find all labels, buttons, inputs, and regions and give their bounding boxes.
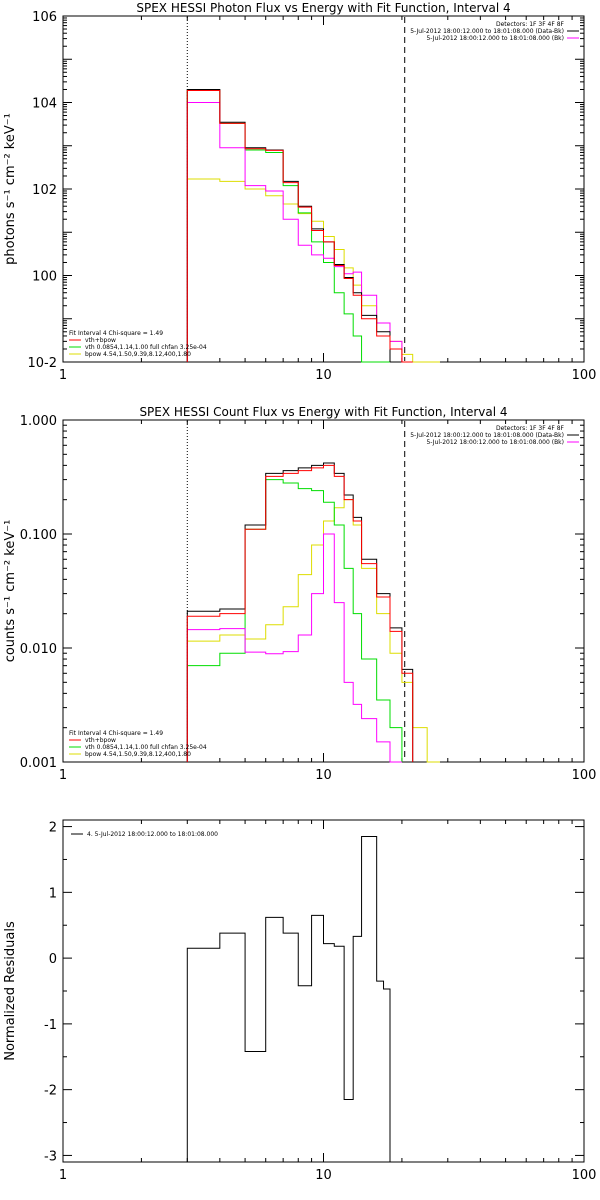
- chart-panel-3: Normalized Residuals 1 10 100 -3 -2 -1 0 1 2 4. 5-…: [3, 819, 597, 1183]
- y-axis-label: Normalized Residuals: [3, 921, 18, 1061]
- info-line: 5-Jul-2012 18:00:12.000 to 18:01:08.000 …: [426, 439, 564, 446]
- x-tick-label: 1: [59, 368, 67, 383]
- x-tick-label: 10: [315, 1168, 332, 1183]
- legend-entry-vth: vth 0.0854,1.14,1.00 full chfan 3.25e-04: [85, 744, 207, 751]
- series-vth-line: [186, 89, 390, 363]
- y-tick-label: 104: [32, 97, 57, 112]
- x-tick-label: 10: [315, 768, 332, 783]
- y-tick-label: -2: [44, 1084, 57, 1099]
- x-tick-label: 10: [315, 368, 332, 383]
- chart-title: SPEX HESSI Count Flux vs Energy with Fit…: [139, 405, 507, 419]
- series-vth-line: [186, 479, 403, 762]
- legend-header: Fit Interval 4 Chi-square = 1.49: [69, 330, 163, 337]
- y-tick-label: 10-2: [27, 356, 57, 371]
- legend-entry-sum: vth+bpow: [85, 337, 116, 344]
- y-tick-label: 2: [49, 821, 57, 836]
- y-tick-label: 0.010: [20, 642, 57, 657]
- legend-entry-vth: vth 0.0854,1.14,1.00 full chfan 3.25e-04: [85, 344, 207, 351]
- info-line: 5-Jul-2012 18:00:12.000 to 18:01:08.000 …: [426, 35, 564, 42]
- legend-label: 4. 5-Jul-2012 18:00:12.000 to 18:01:08.0…: [87, 831, 218, 838]
- series-sum-line: [186, 464, 414, 762]
- chart-title: SPEX HESSI Photon Flux vs Energy with Fi…: [136, 1, 510, 15]
- plot-frame: [62, 819, 585, 1163]
- info-line: Detectors: 1F 3F 4F 8F: [496, 21, 565, 28]
- series-bpow-line: [186, 178, 440, 363]
- x-tick-label: 1: [59, 1168, 67, 1183]
- y-tick-label: 1: [49, 886, 57, 901]
- x-tick-label: 100: [572, 368, 597, 383]
- legend-entry-sum: vth+bpow: [85, 737, 116, 744]
- plot-frame: [62, 15, 585, 363]
- chart-panel-1: SPEX HESSI Photon Flux vs Energy with Fi…: [3, 1, 596, 383]
- y-axis-label: photons s⁻¹ cm⁻² keV⁻¹: [3, 113, 18, 265]
- y-tick-label: 0: [49, 952, 57, 967]
- y-tick-label: 0.100: [20, 528, 57, 543]
- series-data-line: [186, 88, 391, 362]
- y-tick-label: -1: [44, 1018, 57, 1033]
- y-tick-label: -3: [44, 1149, 57, 1164]
- series-data-line: [186, 462, 414, 762]
- series-sum-line: [186, 89, 413, 363]
- series-residuals-line: [186, 835, 391, 1162]
- chart-panel-2: SPEX HESSI Count Flux vs Energy with Fit…: [3, 405, 596, 783]
- info-line: Detectors: 1F 3F 4F 8F: [496, 425, 565, 432]
- series-bk-line: [186, 533, 402, 763]
- x-tick-label: 1: [59, 768, 67, 783]
- legend-entry-bpow: bpow 4.54,1.50,9.39,8.12,400,1.80: [85, 751, 191, 758]
- legend-entry-bpow: bpow 4.54,1.50,9.39,8.12,400,1.80: [85, 351, 191, 358]
- y-tick-label: 106: [32, 10, 57, 25]
- legend-header: Fit Interval 4 Chi-square = 1.49: [69, 730, 163, 737]
- series-bk-line: [186, 102, 413, 363]
- x-tick-label: 100: [572, 768, 597, 783]
- y-tick-label: 102: [32, 183, 57, 198]
- y-tick-label: 0.001: [20, 756, 57, 771]
- x-tick-label: 100: [572, 1168, 597, 1183]
- y-tick-label: 1.000: [20, 414, 57, 429]
- y-tick-label: 100: [32, 270, 57, 285]
- y-axis-label: counts s⁻¹ cm⁻² keV⁻¹: [3, 520, 18, 663]
- info-line: 5-Jul-2012 18:00:12.000 to 18:01:08.000 …: [410, 28, 564, 35]
- info-line: 5-Jul-2012 18:00:12.000 to 18:01:08.000 …: [410, 432, 564, 439]
